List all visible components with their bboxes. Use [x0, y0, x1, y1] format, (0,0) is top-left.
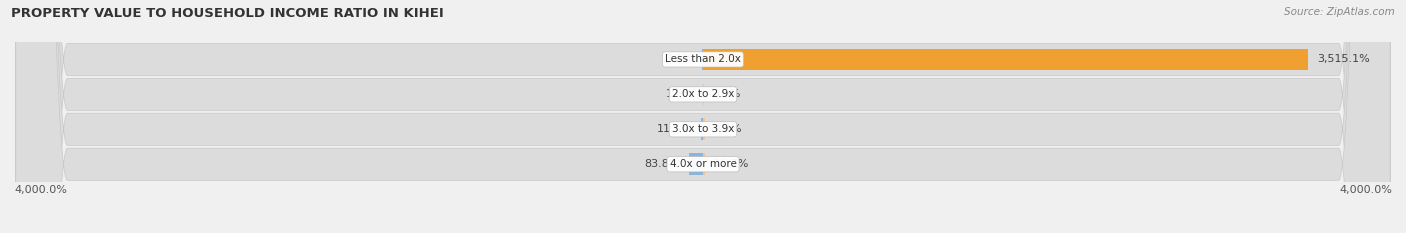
Text: Less than 2.0x: Less than 2.0x: [665, 55, 741, 64]
FancyBboxPatch shape: [15, 0, 1391, 233]
Text: PROPERTY VALUE TO HOUSEHOLD INCOME RATIO IN KIHEI: PROPERTY VALUE TO HOUSEHOLD INCOME RATIO…: [11, 7, 444, 20]
Text: 4,000.0%: 4,000.0%: [1339, 185, 1392, 195]
Text: 3.0x to 3.9x: 3.0x to 3.9x: [672, 124, 734, 134]
Text: 3,515.1%: 3,515.1%: [1317, 55, 1369, 64]
Text: 83.8%: 83.8%: [644, 159, 681, 169]
Bar: [689, 153, 703, 175]
Text: 1.6%: 1.6%: [666, 89, 695, 99]
Text: 11.5%: 11.5%: [657, 124, 692, 134]
FancyBboxPatch shape: [15, 0, 1391, 233]
Text: 11.7%: 11.7%: [714, 159, 749, 169]
Legend: Without Mortgage, With Mortgage: Without Mortgage, With Mortgage: [582, 230, 824, 233]
Text: 9.4%: 9.4%: [713, 124, 742, 134]
Bar: [703, 118, 704, 140]
Bar: [703, 49, 1309, 70]
Text: 2.0x to 2.9x: 2.0x to 2.9x: [672, 89, 734, 99]
Text: 3.1%: 3.1%: [665, 55, 693, 64]
Text: Source: ZipAtlas.com: Source: ZipAtlas.com: [1284, 7, 1395, 17]
Text: 3.9%: 3.9%: [713, 89, 741, 99]
FancyBboxPatch shape: [15, 0, 1391, 233]
Bar: [702, 118, 703, 140]
FancyBboxPatch shape: [15, 0, 1391, 233]
Text: 4,000.0%: 4,000.0%: [14, 185, 67, 195]
Bar: [703, 153, 704, 175]
Text: 4.0x or more: 4.0x or more: [669, 159, 737, 169]
